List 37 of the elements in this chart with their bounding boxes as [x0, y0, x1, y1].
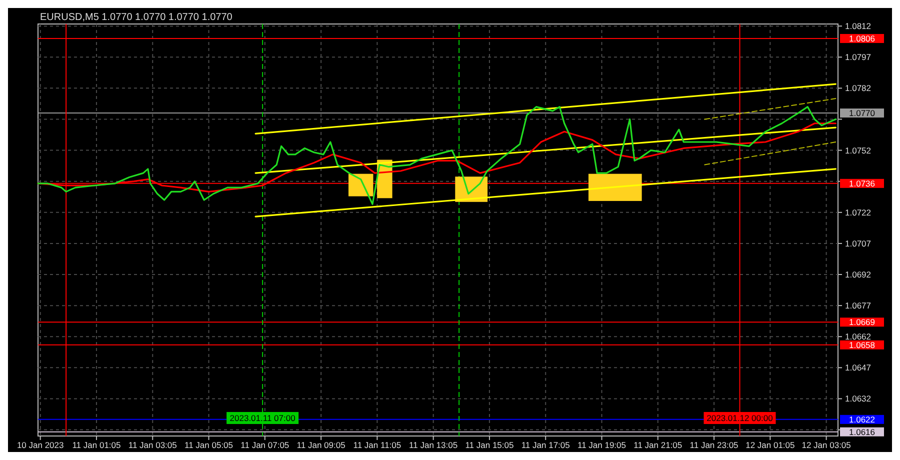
ref-line-label: 1.0669 [849, 317, 876, 328]
y-tick-label: 1.0647 [845, 362, 872, 373]
line-series [37, 106, 836, 205]
y-tick-label: 1.0662 [845, 332, 872, 342]
x-tick-label: 11 Jan 05:05 [184, 440, 234, 450]
x-tick-label: 11 Jan 21:05 [634, 440, 682, 450]
y-tick-label: 1.0632 [845, 394, 872, 404]
x-tick-label: 11 Jan 03:05 [128, 440, 178, 450]
x-tick-label: 12 Jan 03:05 [802, 440, 852, 450]
y-tick-label: 1.0782 [845, 83, 872, 94]
x-tick-label: 11 Jan 01:05 [72, 440, 122, 450]
x-tick-label: 11 Jan 07:05 [240, 440, 290, 450]
x-tick-label: 11 Jan 15:05 [465, 440, 514, 450]
y-tick-label: 1.0797 [845, 52, 872, 62]
x-tick-label: 11 Jan 11:05 [353, 440, 402, 450]
ref-line-label: 1.0658 [849, 340, 876, 350]
ref-line-label: 2023.01.12 00:00 [706, 413, 774, 423]
y-tick-label: 1.0692 [845, 269, 872, 280]
x-tick-label: 11 Jan 19:05 [577, 440, 626, 450]
ref-line-label: 2023.01.11 07:00 [230, 413, 296, 423]
x-tick-label: 11 Jan 09:05 [296, 440, 346, 450]
x-tick-label: 11 Jan 13:05 [409, 440, 458, 450]
x-tick-label: 12 Jan 01:05 [746, 440, 796, 450]
x-tick-label: 11 Jan 17:05 [521, 440, 570, 450]
y-tick-label: 1.0722 [845, 207, 872, 218]
y-tick-label: 1.0707 [845, 238, 872, 248]
x-tick-label: 10 Jan 2023 [16, 440, 64, 450]
ref-line-label: 1.0622 [849, 414, 876, 424]
chart-title: EURUSD,M5 1.0770 1.0770 1.0770 1.0770 [40, 12, 233, 23]
ref-line-label: 1.0806 [849, 33, 876, 44]
x-tick-label: 11 Jan 23:05 [690, 440, 739, 450]
ref-line-label: 1.0770 [849, 108, 876, 118]
y-tick-label: 1.0812 [845, 21, 872, 32]
ref-line-label: 1.0616 [849, 426, 876, 437]
y-tick-label: 1.0677 [845, 300, 872, 311]
y-tick-label: 1.0752 [845, 145, 872, 156]
ref-line-label: 1.0736 [849, 178, 876, 188]
